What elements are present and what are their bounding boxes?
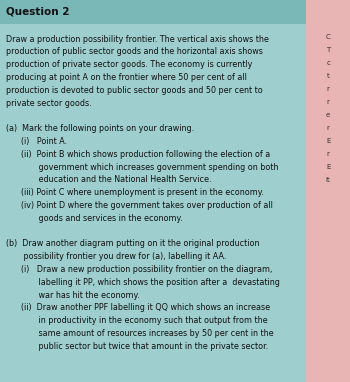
Text: (ii)  Point B which shows production following the election of a: (ii) Point B which shows production foll… (6, 150, 270, 159)
Text: in productivity in the economy such that output from the: in productivity in the economy such that… (6, 316, 268, 325)
Text: (b)  Draw another diagram putting on it the original production: (b) Draw another diagram putting on it t… (6, 240, 259, 248)
Text: (i)   Draw a new production possibility frontier on the diagram,: (i) Draw a new production possibility fr… (6, 265, 272, 274)
Text: r: r (327, 125, 330, 131)
Text: Draw a production possibility frontier. The vertical axis shows the: Draw a production possibility frontier. … (6, 35, 269, 44)
Text: production of private sector goods. The economy is currently: production of private sector goods. The … (6, 60, 252, 69)
Text: goods and services in the economy.: goods and services in the economy. (6, 214, 183, 223)
Text: labelling it PP, which shows the position after a  devastating: labelling it PP, which shows the positio… (6, 278, 280, 287)
Text: war has hit the economy.: war has hit the economy. (6, 291, 140, 300)
Text: r: r (327, 99, 330, 105)
FancyBboxPatch shape (306, 0, 350, 382)
Text: (ii)  Draw another PPF labelling it QQ which shows an increase: (ii) Draw another PPF labelling it QQ wh… (6, 303, 270, 312)
Text: C: C (326, 34, 330, 40)
Text: T: T (326, 47, 330, 53)
Text: (iii) Point C where unemployment is present in the economy.: (iii) Point C where unemployment is pres… (6, 188, 264, 197)
Text: (iv) Point D where the government takes over production of all: (iv) Point D where the government takes … (6, 201, 273, 210)
Text: c: c (326, 60, 330, 66)
Text: r: r (327, 151, 330, 157)
Text: same amount of resources increases by 50 per cent in the: same amount of resources increases by 50… (6, 329, 274, 338)
Text: (a)  Mark the following points on your drawing.: (a) Mark the following points on your dr… (6, 124, 194, 133)
Text: it: it (326, 177, 330, 183)
Text: education and the National Health Service.: education and the National Health Servic… (6, 175, 211, 185)
Text: public sector but twice that amount in the private sector.: public sector but twice that amount in t… (6, 342, 268, 351)
Text: e: e (326, 112, 330, 118)
Text: E: E (326, 163, 330, 170)
Text: (i)   Point A.: (i) Point A. (6, 137, 67, 146)
Text: producing at point A on the frontier where 50 per cent of all: producing at point A on the frontier whe… (6, 73, 247, 82)
Text: production of public sector goods and the horizontal axis shows: production of public sector goods and th… (6, 47, 263, 57)
Text: government which increases government spending on both: government which increases government sp… (6, 163, 279, 172)
FancyBboxPatch shape (0, 0, 306, 24)
Text: t: t (327, 73, 329, 79)
Text: r: r (327, 86, 330, 92)
Text: possibility frontier you drew for (a), labelling it AA.: possibility frontier you drew for (a), l… (6, 252, 226, 261)
Text: E: E (326, 138, 330, 144)
Text: private sector goods.: private sector goods. (6, 99, 92, 108)
Text: Question 2: Question 2 (6, 7, 70, 17)
Text: production is devoted to public sector goods and 50 per cent to: production is devoted to public sector g… (6, 86, 263, 95)
